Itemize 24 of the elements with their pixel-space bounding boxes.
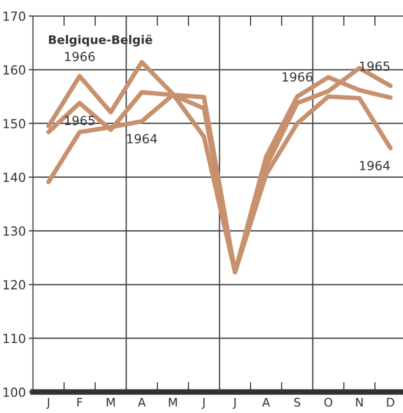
x-tick-label: S (294, 398, 300, 407)
y-tick-label: 100 (4, 387, 26, 397)
annotation: 1964 (127, 134, 157, 144)
y-tick-label: 160 (4, 65, 26, 75)
x-tick-label: O (324, 398, 332, 407)
x-tick-label: J (202, 398, 205, 409)
annotation: 1964 (360, 160, 390, 170)
y-tick-label: 130 (4, 226, 26, 236)
x-tick-label: J (232, 398, 236, 409)
y-tick-label: 120 (4, 280, 26, 290)
x-tick-label: J (46, 398, 50, 409)
x-tick-label: N (356, 398, 363, 407)
x-tick-label: F (77, 398, 82, 407)
x-tick-label: A (262, 398, 270, 407)
annotation: 1965 (360, 61, 390, 71)
y-tick-label: 150 (4, 118, 26, 128)
y-tick-label: 110 (4, 334, 26, 344)
y-tick-label: 140 (4, 172, 26, 182)
x-tick-label: D (387, 398, 394, 407)
x-tick-label: A (138, 398, 146, 407)
annotation: 1966 (65, 52, 95, 62)
x-tick-label: M (106, 398, 115, 407)
x-tick-label: M (168, 398, 177, 407)
y-tick-label: 170 (4, 11, 26, 21)
